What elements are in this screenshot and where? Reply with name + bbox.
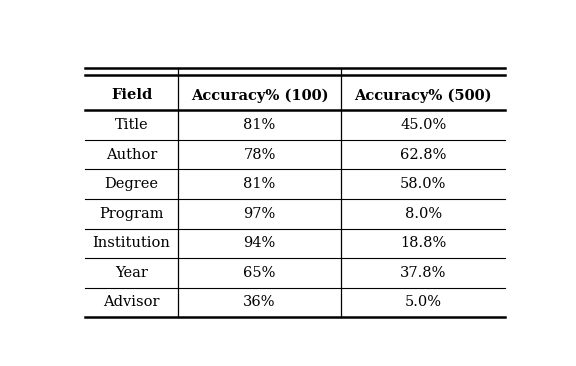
Text: Program: Program — [99, 207, 164, 221]
Text: Accuracy% (500): Accuracy% (500) — [354, 88, 492, 102]
Text: 97%: 97% — [244, 207, 276, 221]
Text: Author: Author — [106, 147, 157, 161]
Text: 62.8%: 62.8% — [400, 147, 446, 161]
Text: Degree: Degree — [105, 177, 158, 191]
Text: 18.8%: 18.8% — [400, 236, 446, 250]
Text: 37.8%: 37.8% — [400, 266, 446, 280]
Text: Advisor: Advisor — [103, 295, 160, 310]
Text: 81%: 81% — [244, 177, 276, 191]
Text: Year: Year — [115, 266, 148, 280]
Text: Institution: Institution — [93, 236, 170, 250]
Text: 45.0%: 45.0% — [400, 118, 446, 132]
Text: 8.0%: 8.0% — [404, 207, 442, 221]
Text: 81%: 81% — [244, 118, 276, 132]
Text: Field: Field — [111, 88, 152, 102]
Text: 5.0%: 5.0% — [405, 295, 442, 310]
Text: 58.0%: 58.0% — [400, 177, 446, 191]
Text: 65%: 65% — [243, 266, 276, 280]
Text: Title: Title — [115, 118, 149, 132]
Text: 94%: 94% — [244, 236, 276, 250]
Text: 36%: 36% — [243, 295, 276, 310]
Text: Accuracy% (100): Accuracy% (100) — [191, 88, 328, 102]
Text: 78%: 78% — [243, 147, 276, 161]
